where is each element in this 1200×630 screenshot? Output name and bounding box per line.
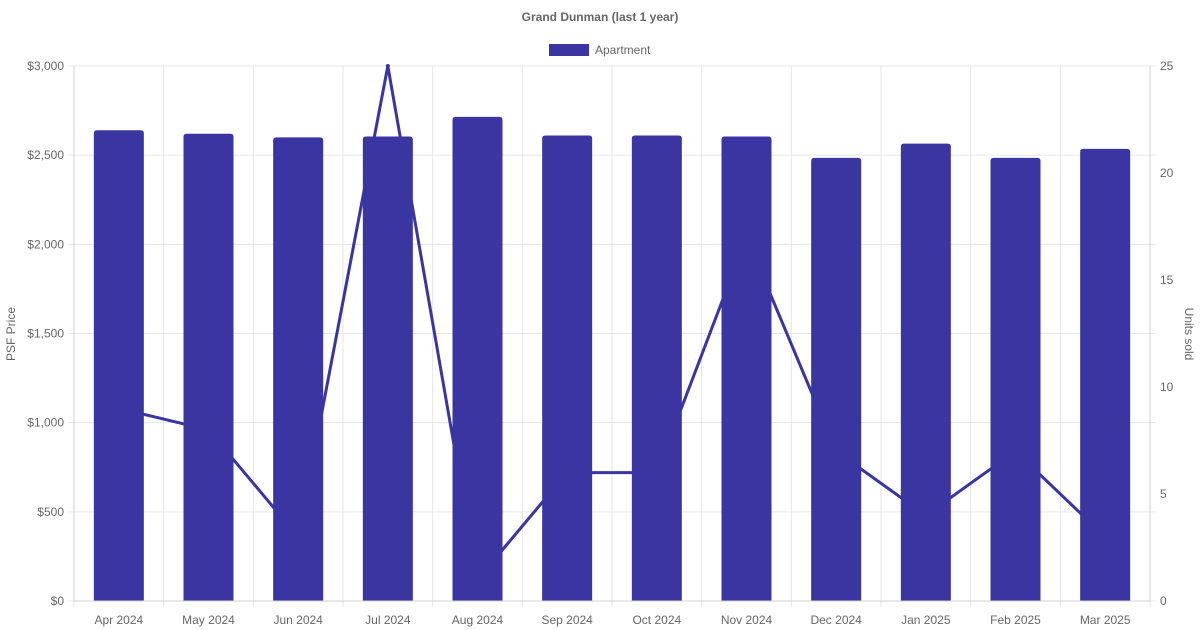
bar-dec-2024	[811, 157, 862, 601]
bar-jul-2024	[362, 136, 413, 602]
bar-jun-2024	[273, 137, 324, 602]
units-point	[1013, 449, 1018, 454]
x-tick-label: Nov 2024	[721, 613, 773, 627]
bar-oct-2024	[631, 135, 682, 602]
y-left-tick-label: $3,000	[27, 59, 64, 73]
bar-mar-2025	[1080, 148, 1131, 602]
legend-label-apartment: Apartment	[595, 43, 651, 57]
x-tick-label: Jan 2025	[901, 613, 951, 627]
units-point	[565, 470, 570, 475]
x-tick-label: Jun 2024	[273, 613, 323, 627]
x-tick-label: Oct 2024	[632, 613, 681, 627]
units-point	[385, 64, 390, 68]
gridlines	[68, 65, 1156, 607]
x-tick-label: Dec 2024	[810, 613, 862, 627]
x-tick-label: Feb 2025	[990, 613, 1041, 627]
y-right-tick-label: 20	[1160, 166, 1174, 180]
legend-swatch-apartment	[549, 44, 589, 56]
x-tick-label: May 2024	[182, 613, 235, 627]
y-left-tick-label: $2,500	[27, 148, 64, 162]
y-right-tick-label: 25	[1160, 59, 1174, 73]
units-point	[834, 449, 839, 454]
units-point	[744, 235, 749, 240]
bars	[93, 116, 1131, 602]
x-tick-label: Mar 2025	[1080, 613, 1131, 627]
units-point	[1103, 534, 1108, 539]
bar-aug-2024	[452, 116, 503, 601]
units-point	[923, 513, 928, 518]
bar-sep-2024	[542, 135, 593, 602]
axes: $0 $500 $1,000 $1,500 $2,000 $2,500 $3,000 0 5 10…	[27, 59, 1173, 627]
y-left-tick-label: $1,000	[27, 416, 64, 430]
y-left-axis-title: PSF Price	[4, 307, 18, 361]
y-right-tick-label: 5	[1160, 487, 1167, 501]
units-point	[296, 534, 301, 539]
y-left-tick-label: $1,500	[27, 327, 64, 341]
units-point	[654, 470, 659, 475]
chart-title: Grand Dunman (last 1 year)	[522, 10, 679, 24]
y-left-tick-label: $2,000	[27, 237, 64, 251]
y-left-tick-label: $500	[37, 505, 64, 519]
y-right-tick-label: 0	[1160, 594, 1167, 608]
units-point	[206, 427, 211, 432]
legend[interactable]: Apartment	[549, 43, 651, 57]
y-right-axis-title: Units sold	[1182, 308, 1196, 361]
units-point	[475, 577, 480, 582]
x-tick-label: Aug 2024	[452, 613, 504, 627]
units-point	[116, 406, 121, 411]
x-tick-label: Apr 2024	[94, 613, 143, 627]
y-right-tick-label: 10	[1160, 380, 1174, 394]
bar-nov-2024	[721, 136, 772, 602]
bar-apr-2024	[93, 130, 144, 601]
units-line	[116, 64, 1108, 584]
y-left-tick-label: $0	[51, 594, 65, 608]
x-tick-label: Sep 2024	[541, 613, 593, 627]
bar-feb-2025	[990, 157, 1041, 601]
x-tick-label: Jul 2024	[365, 613, 411, 627]
bar-may-2024	[183, 133, 234, 601]
y-right-tick-label: 15	[1160, 273, 1174, 287]
bar-jan-2025	[900, 143, 951, 601]
units-line-path	[118, 65, 1107, 584]
